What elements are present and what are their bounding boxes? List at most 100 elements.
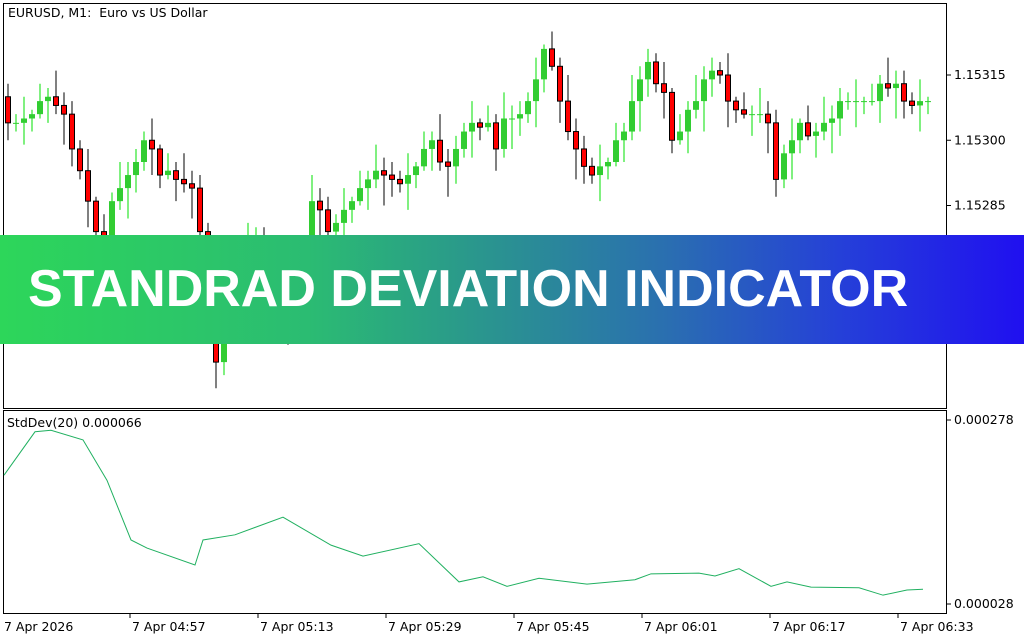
candle xyxy=(701,66,707,132)
time-tick-label: 7 Apr 06:01 xyxy=(644,619,718,634)
candle xyxy=(829,105,835,154)
candle-body-bull xyxy=(877,83,883,102)
time-tick-label: 7 Apr 05:45 xyxy=(516,619,590,634)
candle xyxy=(565,75,571,141)
candle xyxy=(533,57,539,128)
candle xyxy=(77,140,83,180)
candle-body-bull xyxy=(813,131,819,136)
candle-body-bear xyxy=(61,104,67,115)
candle-body-bear xyxy=(5,96,11,124)
candle-body-bear xyxy=(741,109,747,115)
candle xyxy=(421,131,427,171)
price-tick-label: 1.15300 xyxy=(954,132,1006,147)
candle xyxy=(437,114,443,171)
candle xyxy=(525,92,531,123)
time-tick-label: 7 Apr 05:29 xyxy=(388,619,462,634)
candle-body-bear xyxy=(445,161,451,167)
candle-body-bull xyxy=(413,166,419,176)
candle xyxy=(29,109,35,132)
candle-body-bull xyxy=(629,101,635,132)
candle xyxy=(69,101,75,167)
candle xyxy=(493,114,499,171)
candle xyxy=(517,101,523,136)
price-tick-label: 1.15285 xyxy=(954,198,1006,213)
candle xyxy=(885,57,891,97)
candle-body-bear xyxy=(325,209,331,233)
candle xyxy=(365,170,371,210)
candle-body-bull xyxy=(677,131,683,141)
candle xyxy=(509,105,515,149)
candle-body-bull xyxy=(429,140,435,149)
candle-body-bull xyxy=(117,188,123,202)
candle xyxy=(693,75,699,119)
candle xyxy=(797,118,803,154)
candle-body-bear xyxy=(157,148,163,176)
candle xyxy=(677,114,683,145)
candle xyxy=(661,61,667,119)
candle-body-bear xyxy=(477,122,483,128)
candle xyxy=(381,157,387,206)
candle xyxy=(397,170,403,193)
candle-body-bear xyxy=(181,178,187,185)
candle-body-bear xyxy=(661,83,667,93)
candle xyxy=(349,196,355,223)
time-tick-label: 7 Apr 2026 xyxy=(4,619,73,634)
candle-body-bull xyxy=(37,101,43,115)
candle xyxy=(557,57,563,123)
candle-body-bull xyxy=(509,118,515,120)
candle-body-bull xyxy=(693,101,699,110)
candle-body-bull xyxy=(861,101,867,103)
time-tick-label: 7 Apr 05:13 xyxy=(260,619,334,634)
candle xyxy=(757,88,763,123)
candle xyxy=(485,105,491,132)
candle-body-bull xyxy=(365,179,371,189)
time-tick-label: 7 Apr 04:57 xyxy=(132,619,206,634)
candle xyxy=(477,118,483,141)
candle-body-bear xyxy=(805,122,811,137)
candle xyxy=(909,92,915,115)
candle xyxy=(461,122,467,158)
candle-body-bull xyxy=(757,114,763,116)
candle xyxy=(837,88,843,136)
candle-body-bull xyxy=(709,70,715,80)
candle-body-bull xyxy=(461,131,467,149)
time-tick-label: 7 Apr 06:17 xyxy=(772,619,846,634)
candle-body-bull xyxy=(333,222,339,232)
candle xyxy=(125,162,131,219)
candle xyxy=(157,144,163,189)
indicator-frame xyxy=(3,410,947,614)
candle-body-bear xyxy=(149,139,155,150)
candle-body-bear xyxy=(581,148,587,167)
candle xyxy=(21,96,27,145)
stddev-line xyxy=(3,429,924,596)
candle-body-bull xyxy=(789,140,795,154)
candle xyxy=(877,75,883,123)
candle-body-bear xyxy=(85,170,91,202)
candle-body-bull xyxy=(917,101,923,106)
candle xyxy=(181,153,187,193)
candle xyxy=(389,162,395,197)
time-axis: 7 Apr 2026 7 Apr 04:57 7 Apr 05:13 7 Apr 05… xyxy=(4,613,974,634)
candle-body-bear xyxy=(189,183,195,189)
candle xyxy=(645,48,651,97)
candle-body-bull xyxy=(45,96,51,102)
candle xyxy=(445,148,451,197)
candle xyxy=(405,153,411,210)
candle xyxy=(629,75,635,141)
candle-body-bull xyxy=(349,201,355,210)
candle-body-bull xyxy=(869,101,875,103)
candle-body-bull xyxy=(485,122,491,128)
candle-body-bull xyxy=(373,170,379,180)
candle-body-bear xyxy=(773,122,779,180)
candle-body-bull xyxy=(533,79,539,102)
candle xyxy=(741,92,747,119)
candle-body-bull xyxy=(837,101,843,119)
candle-body-bull xyxy=(13,122,19,124)
candle xyxy=(901,70,907,119)
banner-text: STANDRAD DEVIATION INDICATOR xyxy=(28,260,909,318)
candle-body-bull xyxy=(541,48,547,80)
candle xyxy=(45,88,51,123)
candle xyxy=(893,70,899,119)
candle xyxy=(613,122,619,167)
